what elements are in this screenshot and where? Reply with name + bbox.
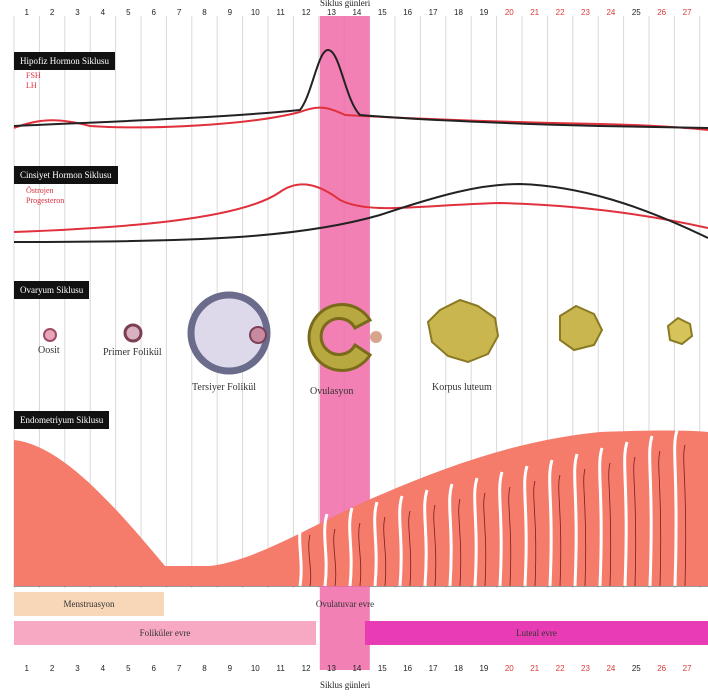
phase-follicular: Foliküler evre bbox=[14, 621, 316, 645]
day-number: 5 bbox=[121, 664, 135, 673]
day-number: 8 bbox=[198, 8, 212, 17]
panel-title-ovarian: Ovaryum Siklusu bbox=[14, 281, 89, 299]
day-number: 18 bbox=[452, 664, 466, 673]
day-number: 15 bbox=[375, 8, 389, 17]
day-number: 14 bbox=[350, 664, 364, 673]
day-number: 13 bbox=[325, 8, 339, 17]
day-number: 21 bbox=[528, 8, 542, 17]
day-number: 7 bbox=[172, 8, 186, 17]
tertiary-follicle-oocyte bbox=[250, 327, 266, 343]
day-number: 2 bbox=[45, 8, 59, 17]
day-number: 19 bbox=[477, 664, 491, 673]
day-number: 24 bbox=[604, 664, 618, 673]
day-number: 11 bbox=[274, 664, 288, 673]
phase-luteal: Luteal evre bbox=[365, 621, 708, 645]
panel-title-pituitary: Hipofiz Hormon Siklusu bbox=[14, 52, 115, 70]
panel-title-endometrial: Endometriyum Siklusu bbox=[14, 411, 109, 429]
day-number: 8 bbox=[198, 664, 212, 673]
day-number: 14 bbox=[350, 8, 364, 17]
day-number: 22 bbox=[553, 664, 567, 673]
ovary-stage-label: Korpus luteum bbox=[432, 382, 492, 393]
day-number: 9 bbox=[223, 8, 237, 17]
day-number: 4 bbox=[96, 8, 110, 17]
day-number: 1 bbox=[20, 664, 34, 673]
day-number: 12 bbox=[299, 664, 313, 673]
day-number: 24 bbox=[604, 8, 618, 17]
legend-progesterone: Progesteron bbox=[26, 196, 64, 205]
axis-title-top: Siklus günleri bbox=[320, 0, 370, 8]
day-number: 23 bbox=[579, 664, 593, 673]
day-number: 10 bbox=[248, 664, 262, 673]
day-number: 25 bbox=[629, 8, 643, 17]
corpus-albicans-shape bbox=[668, 318, 692, 344]
day-number: 22 bbox=[553, 8, 567, 17]
axis-title-bottom: Siklus günleri bbox=[320, 680, 370, 690]
day-number: 12 bbox=[299, 8, 313, 17]
primary-follicle-shape bbox=[125, 325, 141, 341]
day-number: 6 bbox=[147, 664, 161, 673]
day-number: 17 bbox=[426, 8, 440, 17]
ovary-stage-label: Primer Folikül bbox=[103, 347, 162, 358]
day-number: 3 bbox=[71, 8, 85, 17]
panel-title-sex-hormone: Cinsiyet Hormon Siklusu bbox=[14, 166, 118, 184]
phase-menstruation: Menstruasyon bbox=[14, 592, 164, 616]
corpus-luteum-shape bbox=[560, 306, 602, 350]
day-number: 19 bbox=[477, 8, 491, 17]
oocyte-shape bbox=[44, 329, 56, 341]
legend-estrogen: Östrojen bbox=[26, 186, 54, 195]
day-number: 2 bbox=[45, 664, 59, 673]
day-number: 1 bbox=[20, 8, 34, 17]
ovary-stage-label: Tersiyer Folikül bbox=[192, 382, 256, 393]
ovary-stage-label: Oosit bbox=[38, 345, 60, 356]
day-number: 15 bbox=[375, 664, 389, 673]
day-number: 27 bbox=[680, 664, 694, 673]
day-number: 26 bbox=[655, 8, 669, 17]
day-number: 5 bbox=[121, 8, 135, 17]
day-number: 21 bbox=[528, 664, 542, 673]
day-number: 16 bbox=[401, 8, 415, 17]
day-number: 23 bbox=[579, 8, 593, 17]
day-number: 9 bbox=[223, 664, 237, 673]
day-number: 17 bbox=[426, 664, 440, 673]
legend-fsh: FSH bbox=[26, 71, 41, 80]
day-number: 25 bbox=[629, 664, 643, 673]
day-number: 10 bbox=[248, 8, 262, 17]
day-number: 6 bbox=[147, 8, 161, 17]
day-number: 3 bbox=[71, 664, 85, 673]
day-number: 27 bbox=[680, 8, 694, 17]
day-number: 11 bbox=[274, 8, 288, 17]
day-number: 16 bbox=[401, 664, 415, 673]
corpus-luteum-shape bbox=[428, 300, 498, 362]
day-number: 13 bbox=[325, 664, 339, 673]
day-number: 4 bbox=[96, 664, 110, 673]
phase-ovulatory: Ovulatuvar evre bbox=[290, 592, 400, 616]
endometrial-gland bbox=[300, 520, 302, 586]
day-number: 7 bbox=[172, 664, 186, 673]
legend-lh: LH bbox=[26, 81, 37, 90]
day-number: 18 bbox=[452, 8, 466, 17]
day-number: 20 bbox=[502, 8, 516, 17]
day-number: 20 bbox=[502, 664, 516, 673]
ovary-stage-label: Ovulasyon bbox=[310, 386, 353, 397]
released-oocyte bbox=[370, 331, 382, 343]
day-number: 26 bbox=[655, 664, 669, 673]
